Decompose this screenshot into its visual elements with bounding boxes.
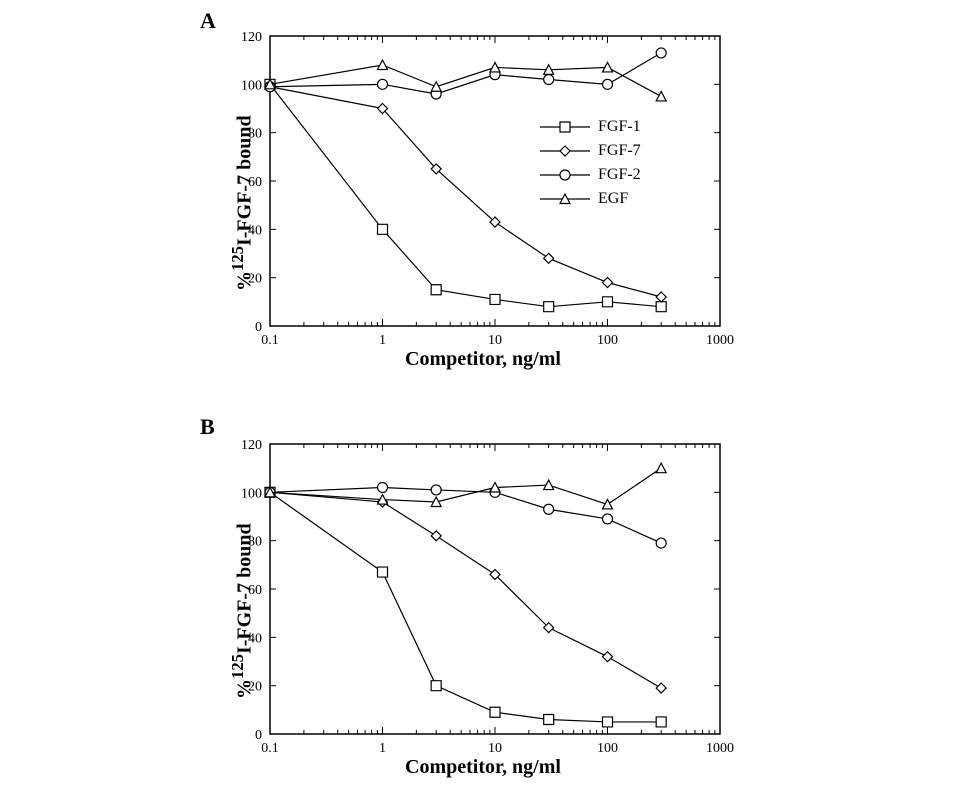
- legend-label: FGF-7: [598, 142, 641, 160]
- legend-item-FGF-1: FGF-1: [540, 118, 641, 136]
- svg-text:100: 100: [597, 741, 618, 756]
- svg-text:1: 1: [379, 741, 386, 756]
- svg-text:100: 100: [597, 333, 618, 348]
- x-axis-label-B: Competitor, ng/ml: [405, 756, 561, 779]
- x-axis-label-A: Competitor, ng/ml: [405, 348, 561, 371]
- svg-text:0.1: 0.1: [261, 741, 279, 756]
- legend-label: EGF: [598, 190, 628, 208]
- svg-text:1: 1: [379, 333, 386, 348]
- chart-A: 0204060801001200.11101001000: [0, 0, 960, 812]
- legend-item-EGF: EGF: [540, 190, 641, 208]
- svg-text:120: 120: [241, 438, 262, 453]
- svg-text:100: 100: [241, 486, 262, 501]
- svg-text:100: 100: [241, 78, 262, 93]
- svg-text:0.1: 0.1: [261, 333, 279, 348]
- figure-page: A0204060801001200.11101001000%125I-FGF-7…: [0, 0, 960, 812]
- svg-text:120: 120: [241, 30, 262, 45]
- chart-B: 0204060801001200.11101001000: [0, 0, 960, 812]
- panel-label-B: B: [200, 414, 215, 440]
- svg-text:10: 10: [488, 333, 502, 348]
- panel-label-A: A: [200, 8, 216, 34]
- svg-text:10: 10: [488, 741, 502, 756]
- svg-text:0: 0: [255, 320, 262, 335]
- y-axis-label-B: %125I-FGF-7 bound: [228, 524, 257, 700]
- legend-label: FGF-1: [598, 118, 641, 136]
- legend-item-FGF-2: FGF-2: [540, 166, 641, 184]
- svg-text:1000: 1000: [706, 333, 734, 348]
- legend-A: FGF-1 FGF-7 FGF-2 EGF: [540, 118, 641, 214]
- legend-label: FGF-2: [598, 166, 641, 184]
- svg-text:0: 0: [255, 728, 262, 743]
- svg-text:1000: 1000: [706, 741, 734, 756]
- legend-item-FGF-7: FGF-7: [540, 142, 641, 160]
- y-axis-label-A: %125I-FGF-7 bound: [228, 116, 257, 292]
